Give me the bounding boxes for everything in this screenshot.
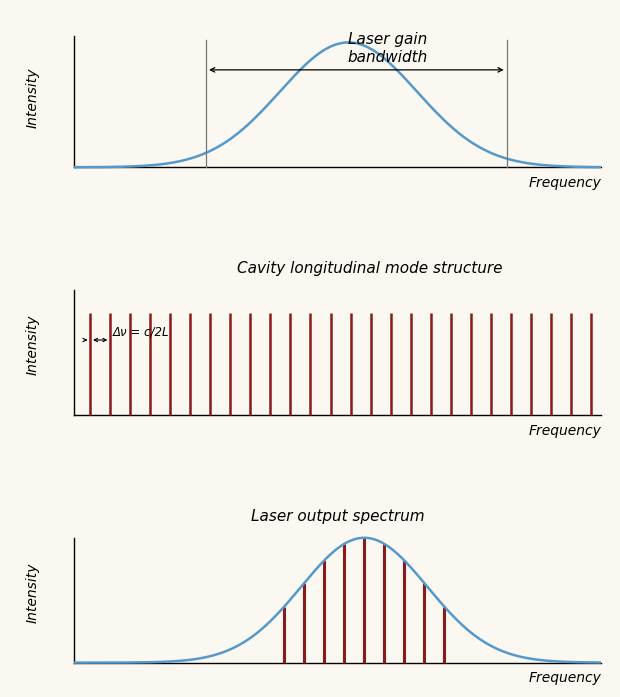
Text: Intensity: Intensity (25, 67, 39, 128)
Text: Frequency: Frequency (528, 424, 601, 438)
Text: Intensity: Intensity (25, 562, 39, 623)
Text: Laser output spectrum: Laser output spectrum (251, 509, 425, 524)
Text: Δν = c/2L: Δν = c/2L (113, 325, 169, 339)
Text: Laser gain
bandwidth: Laser gain bandwidth (348, 33, 428, 65)
Text: Frequency: Frequency (528, 176, 601, 190)
Text: Frequency: Frequency (528, 671, 601, 685)
Text: Cavity longitudinal mode structure: Cavity longitudinal mode structure (237, 261, 502, 276)
Text: Intensity: Intensity (25, 315, 39, 375)
